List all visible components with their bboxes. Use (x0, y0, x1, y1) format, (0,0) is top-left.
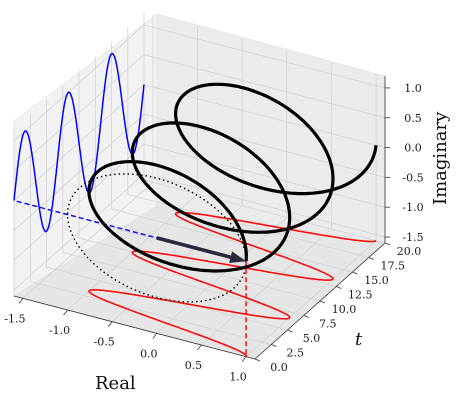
y-tick (352, 271, 358, 275)
grid-line-t (111, 42, 353, 273)
x-tick-label: 1.0 (229, 371, 247, 384)
y-tick-label: 7.5 (319, 318, 337, 331)
x-axis-line (13, 295, 256, 360)
z-tick-label: 0.5 (404, 112, 422, 125)
y-tick (336, 286, 342, 289)
x-tick-label: -1.5 (4, 312, 25, 325)
y-tick (287, 329, 293, 333)
x-tick (107, 321, 113, 327)
x-tick (152, 333, 158, 339)
grid-line-z (13, 54, 386, 172)
y-tick (254, 358, 261, 362)
y-tick-label: 15.0 (364, 274, 389, 287)
y-tick-label: 20.0 (397, 245, 422, 258)
imaginary-projection-curve (13, 52, 145, 233)
grid-line-z (13, 143, 386, 261)
z-tick-label: -1.0 (402, 201, 423, 214)
grid-line-t (46, 100, 288, 331)
grid-line-t (29, 114, 272, 345)
y-tick-label: 17.5 (381, 260, 406, 273)
z-axis-label: Imaginary (430, 111, 451, 205)
x-tick-label: 0.5 (185, 359, 203, 372)
grid-line-z (13, 113, 386, 231)
axes-panes (13, 13, 386, 360)
y-tick-label: 2.5 (287, 347, 305, 360)
x-tick-label: 0.0 (140, 347, 158, 360)
y-tick-label: 5.0 (303, 332, 321, 345)
x-tick (197, 344, 202, 351)
z-tick-label: 1.0 (404, 82, 422, 95)
axes (13, 76, 391, 362)
y-tick-label: 0.0 (270, 361, 288, 374)
real-projection-curve (88, 211, 377, 358)
grid-line-t (94, 56, 337, 287)
plot-lines (13, 52, 378, 358)
y-tick (319, 300, 326, 304)
pane-back (156, 13, 386, 244)
x-tick (241, 356, 247, 362)
z-tick-label: -1.5 (402, 231, 423, 244)
y-tick (384, 242, 391, 246)
x-tick-label: -0.5 (94, 336, 115, 349)
y-tick (368, 257, 374, 260)
grid-line-z (13, 173, 386, 291)
x-axis-label: Real (95, 373, 136, 394)
grid-line-t (127, 27, 369, 258)
z-tick-label: 0.0 (404, 142, 422, 155)
y-tick-label: 12.5 (348, 289, 373, 302)
helix-curve (87, 82, 378, 273)
unit-circle (66, 173, 247, 303)
y-tick (271, 344, 277, 347)
y-tick-label: 10.0 (332, 303, 357, 316)
grid-line-t (62, 85, 304, 316)
x-tick-label: -1.0 (49, 324, 70, 337)
y-tick (303, 315, 309, 318)
grid-line-z (13, 24, 386, 142)
tick-labels: -1.5-1.0-0.50.00.51.00.02.55.07.510.012.… (4, 82, 423, 384)
z-tick-label: -0.5 (402, 171, 423, 184)
x-tick (18, 298, 24, 304)
phasor-arrow-shaft (156, 236, 232, 259)
y-axis-label: t (355, 329, 363, 350)
x-tick (63, 309, 68, 316)
grid-line-t (78, 71, 321, 302)
phasor-arrow-head (229, 251, 247, 263)
